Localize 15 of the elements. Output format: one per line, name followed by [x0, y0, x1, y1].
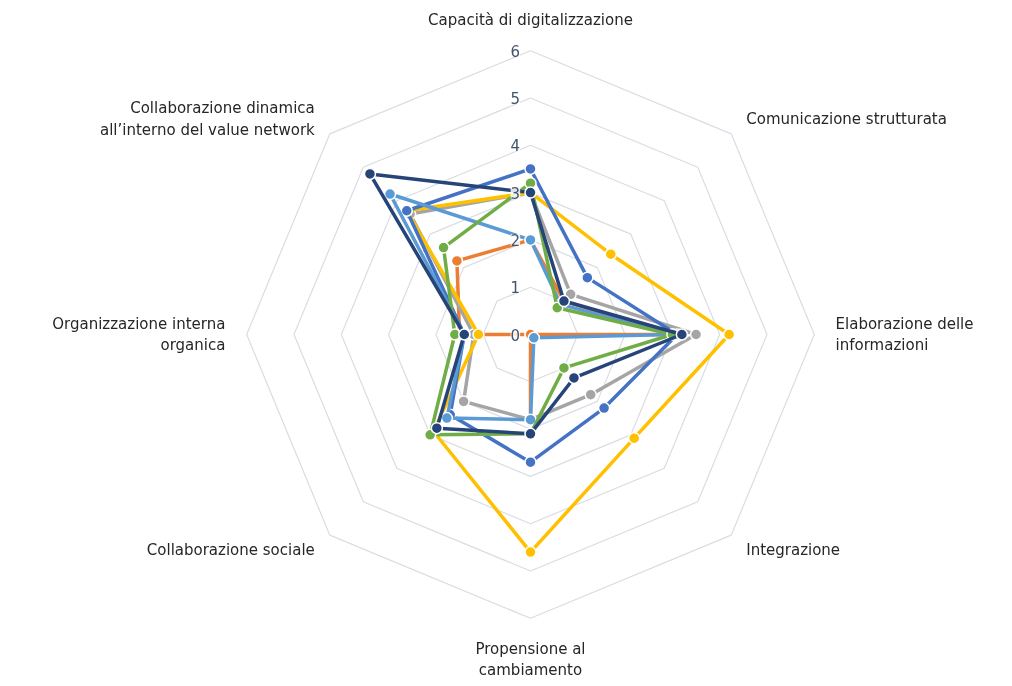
spoke-label: Elaborazione delle informazioni [835, 314, 974, 355]
y-tick-label: 6 [510, 42, 521, 61]
y-tick-label: 0 [510, 326, 521, 345]
y-tick-label: 3 [510, 184, 521, 203]
y-tick-label: 1 [510, 279, 521, 298]
spoke-label: Organizzazione interna organica [52, 314, 226, 355]
spoke-label: Integrazione [746, 541, 841, 560]
spoke-label: Propensione al cambiamento [475, 639, 586, 680]
spoke-label: Capacità di digitalizzazione [428, 11, 633, 30]
spoke-label: Comunicazione strutturata [746, 109, 947, 128]
y-tick-label: 4 [510, 137, 521, 156]
y-tick-label: 5 [510, 90, 521, 108]
spoke-label: Collaborazione dinamica all’interno del value network [100, 98, 316, 139]
y-tick-label: 2 [510, 231, 521, 250]
spoke-label: Collaborazione sociale [146, 541, 315, 560]
